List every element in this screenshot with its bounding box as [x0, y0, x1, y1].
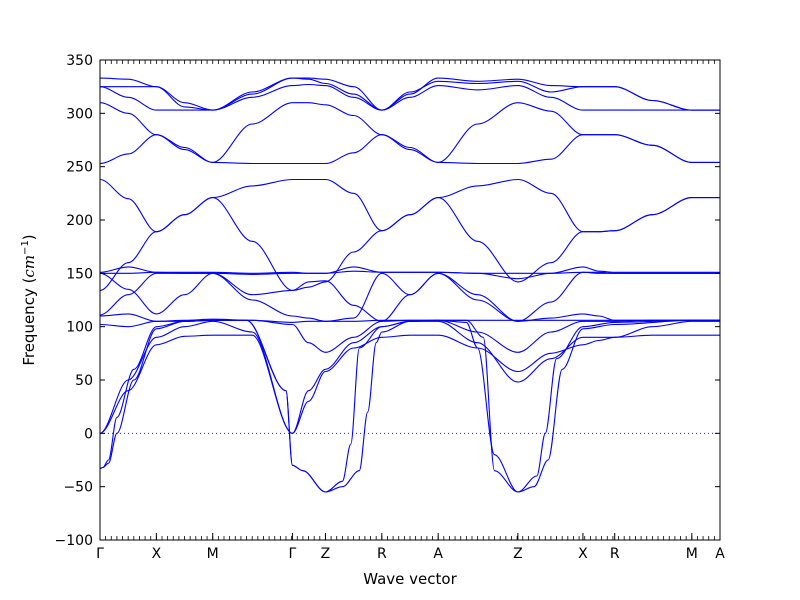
- x-tick-label: Γ: [96, 546, 104, 562]
- plot-background: [100, 60, 720, 540]
- y-axis-unit-close: ): [20, 234, 38, 240]
- y-axis-title: Frequency (cm−1): [20, 234, 38, 365]
- y-axis-unit-exp: −1: [20, 240, 31, 255]
- y-tick-label: −100: [55, 533, 93, 549]
- band-line-17: [99, 319, 720, 493]
- band-line-2: [100, 77, 720, 111]
- y-tick-label: 50: [75, 373, 93, 389]
- x-tick-label: M: [686, 546, 698, 562]
- series-layer: [99, 77, 720, 493]
- x-tick-label: A: [715, 546, 725, 562]
- y-tick-label: 200: [66, 213, 93, 229]
- band-line-14: [99, 334, 720, 434]
- band-line-3: [99, 83, 720, 111]
- band-line-13: [99, 318, 720, 353]
- y-tick-label: 0: [84, 426, 93, 442]
- y-axis-title-text: Frequency: [20, 288, 38, 366]
- y-tick-label: 100: [66, 320, 93, 336]
- x-tick-label: Γ: [289, 546, 297, 562]
- y-tick-label: 350: [66, 53, 93, 69]
- x-tick-label: A: [433, 546, 443, 562]
- y-tick-label: 150: [66, 266, 93, 282]
- y-tick-label: 250: [66, 160, 93, 176]
- x-axis-title: Wave vector: [363, 570, 457, 588]
- x-tick-label: Z: [513, 546, 523, 562]
- y-axis-unit-base: cm: [20, 255, 38, 278]
- x-tick-label: R: [610, 546, 620, 562]
- band-line-5: [99, 134, 720, 165]
- x-tick-label: M: [207, 546, 219, 562]
- x-tick-label: X: [578, 546, 588, 562]
- y-tick-label: −50: [63, 480, 93, 496]
- y-axis-unit-open: (: [20, 278, 38, 289]
- x-tick-label: R: [377, 546, 387, 562]
- x-tick-label: X: [152, 546, 162, 562]
- band-line-16: [99, 319, 720, 493]
- tick-layer: −100 −50 0 50 100 150 200 250 300 350 Γ X M Γ Z R A Z X R M A: [55, 53, 726, 562]
- band-line-7: [99, 197, 720, 291]
- y-tick-label: 300: [66, 106, 93, 122]
- x-tick-label: Z: [321, 546, 331, 562]
